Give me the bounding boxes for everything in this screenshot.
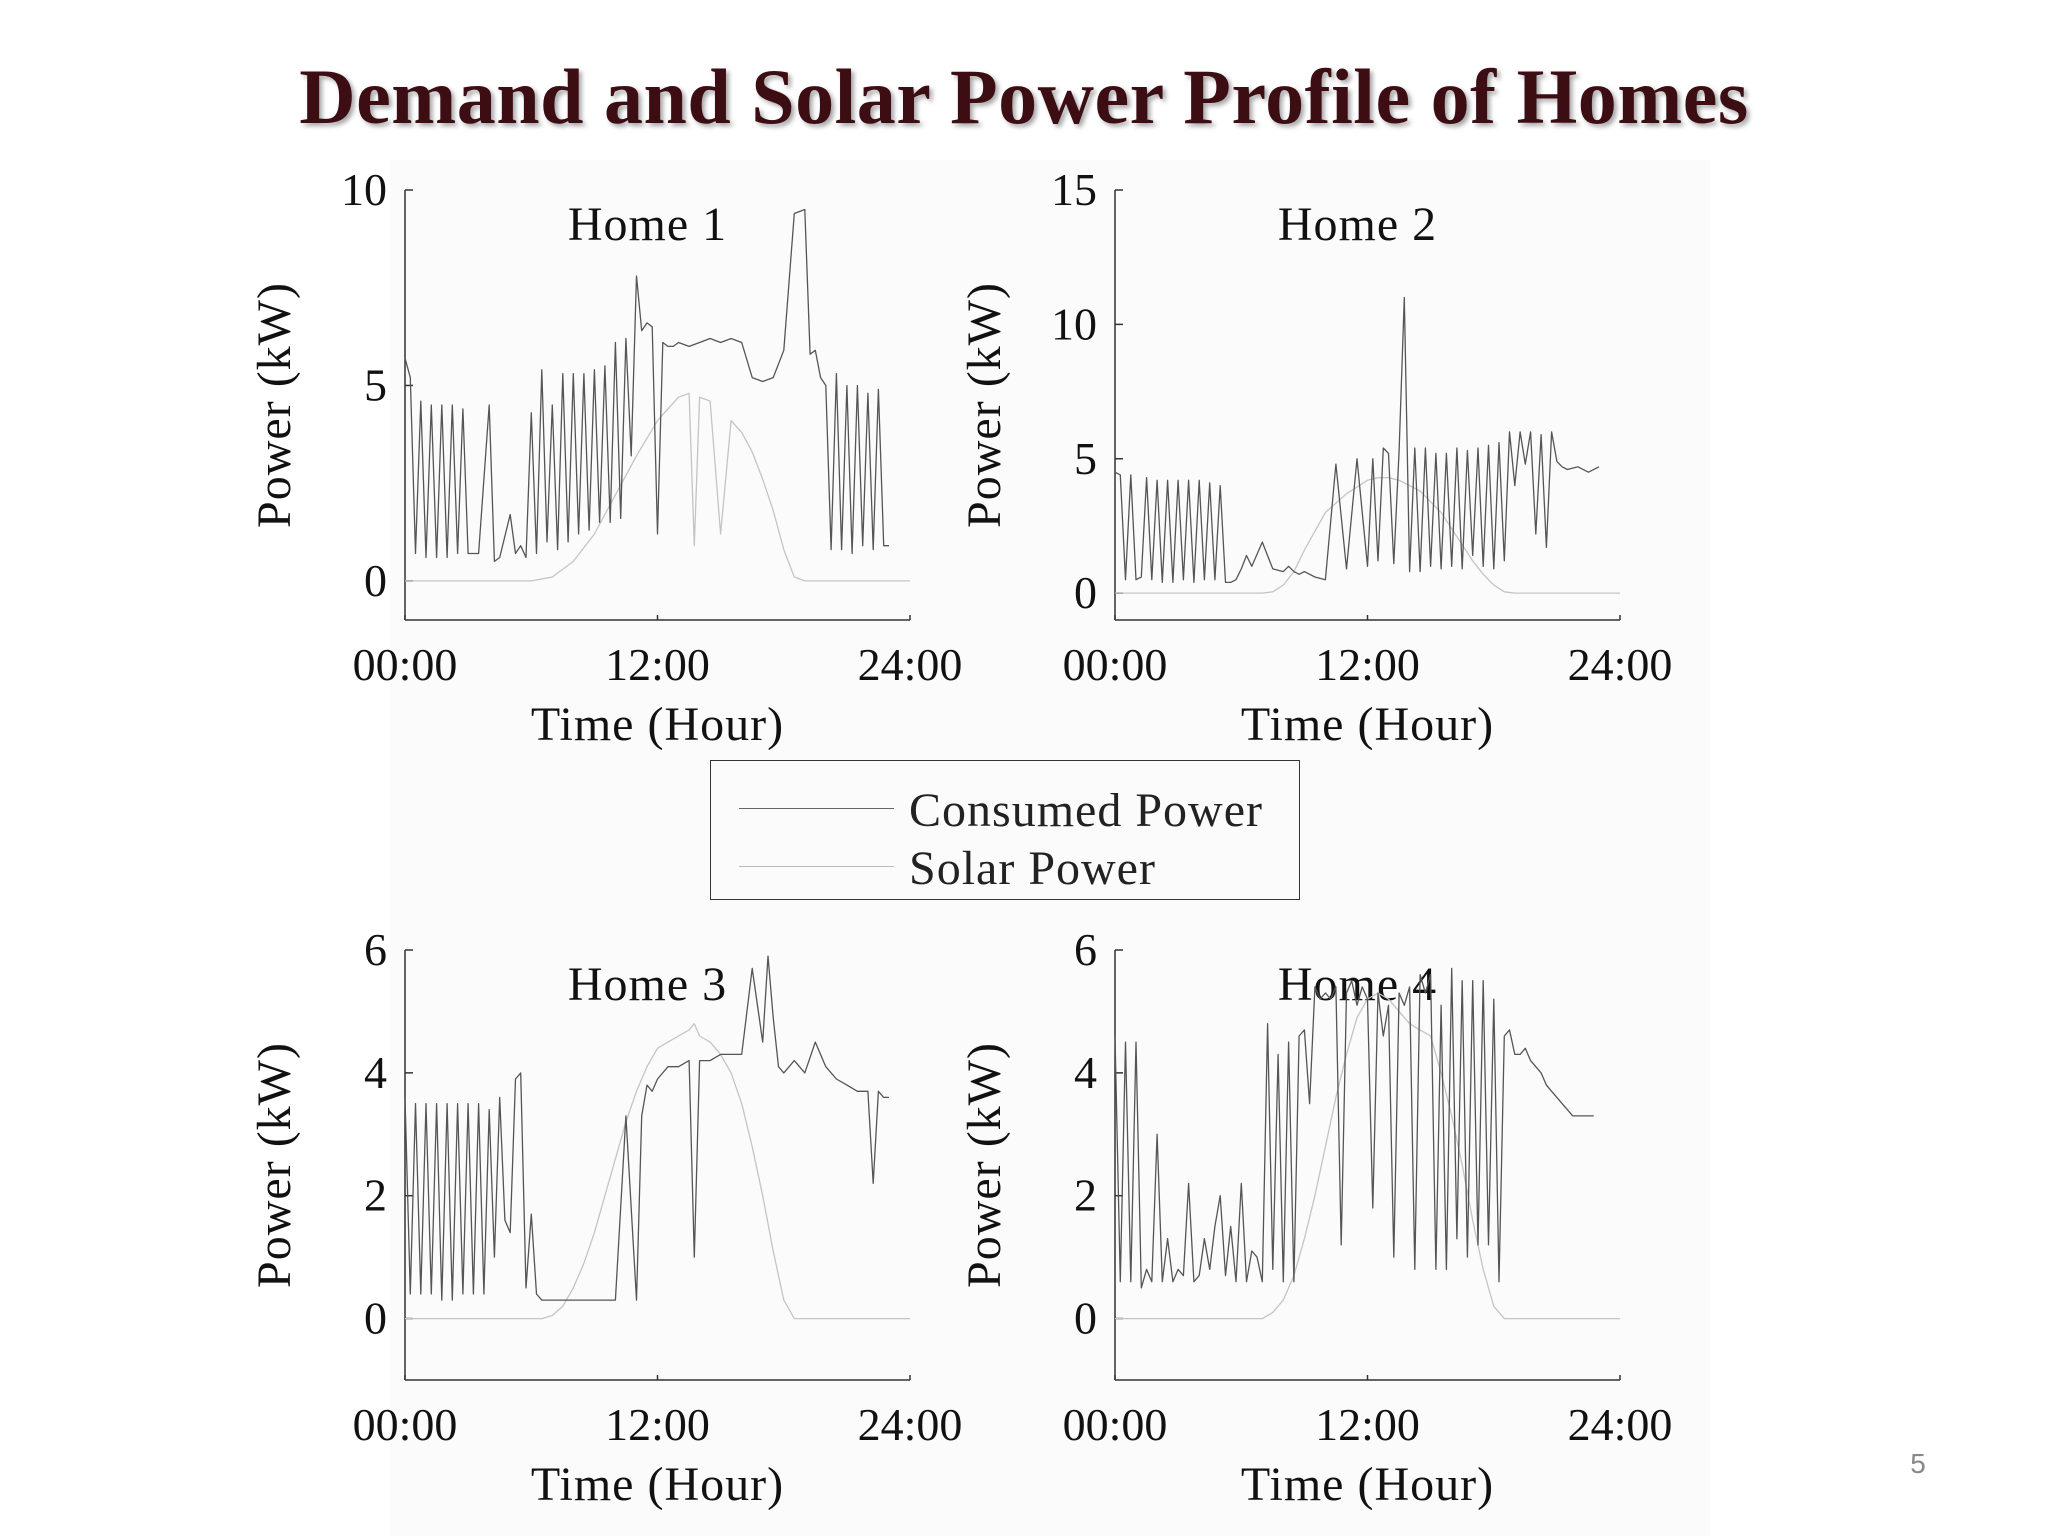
legend-item-solar: Solar Power	[739, 839, 1299, 899]
consumed-power-line	[1114, 967, 1594, 1289]
consumed-power-line	[1114, 296, 1600, 584]
slide-title: Demand and Solar Power Profile of Homes	[299, 53, 1749, 140]
y-tick-label: 5	[364, 359, 387, 410]
home-title: Home 1	[568, 198, 727, 251]
legend-label-consumed: Consumed Power	[909, 784, 1263, 837]
x-axis-label: Time (Hour)	[531, 698, 784, 751]
x-axis-label: Time (Hour)	[1241, 698, 1494, 751]
x-tick-label: 12:00	[605, 639, 710, 690]
consumed-power-line	[404, 955, 889, 1301]
consumed-power-line	[404, 208, 889, 563]
x-axis-label: Time (Hour)	[1241, 1458, 1494, 1511]
y-tick-label: 0	[1074, 1293, 1097, 1344]
x-tick-label: 24:00	[858, 639, 963, 690]
chart-home-2: 0 5 10 15 00:00 12:00 24:00 Time (Hour) Power (k…	[958, 164, 1673, 751]
x-tick-label: 00:00	[1063, 639, 1168, 690]
x-tick-label: 24:00	[858, 1399, 963, 1450]
legend-label-solar: Solar Power	[909, 842, 1156, 895]
x-tick-label: 12:00	[1315, 1399, 1420, 1450]
x-tick-label: 24:00	[1568, 1399, 1673, 1450]
home-title: Home 2	[1278, 198, 1437, 251]
y-tick-label: 0	[364, 555, 387, 606]
y-tick-label: 6	[364, 924, 387, 975]
chart-home-1: 0 5 10 00:00 12:00 24:00 Time (Hour) Power (kW)…	[248, 164, 963, 751]
solar-power-line	[405, 1023, 910, 1320]
x-tick-label: 24:00	[1568, 639, 1673, 690]
y-tick-label: 10	[341, 164, 387, 215]
y-tick-label: 4	[364, 1047, 387, 1098]
x-axis-label: Time (Hour)	[531, 1458, 784, 1511]
chart-home-3: 0 2 4 6 00:00 12:00 24:00 Time (Hour) Power (kW)…	[248, 924, 963, 1511]
y-tick-label: 0	[364, 1293, 387, 1344]
x-tick-label: 12:00	[605, 1399, 710, 1450]
x-tick-label: 00:00	[353, 639, 458, 690]
y-tick-label: 4	[1074, 1047, 1097, 1098]
x-tick-label: 00:00	[1063, 1399, 1168, 1450]
page-number: 5	[1910, 1448, 1926, 1479]
y-axis-label: Power (kW)	[248, 282, 301, 528]
y-axis-label: Power (kW)	[958, 1042, 1011, 1288]
home-title: Home 3	[568, 958, 727, 1011]
y-tick-label: 0	[1074, 567, 1097, 618]
y-tick-label: 6	[1074, 924, 1097, 975]
legend-line-consumed	[739, 808, 894, 809]
x-tick-label: 00:00	[353, 1399, 458, 1450]
solar-power-line	[1115, 992, 1620, 1320]
y-tick-label: 10	[1051, 298, 1097, 349]
x-tick-label: 12:00	[1315, 639, 1420, 690]
y-tick-label: 2	[364, 1170, 387, 1221]
solar-power-line	[405, 392, 910, 582]
legend-line-solar	[739, 866, 894, 867]
legend-item-consumed: Consumed Power	[739, 781, 1299, 841]
legend: Consumed Power Solar Power	[710, 760, 1300, 900]
y-tick-label: 15	[1051, 164, 1097, 215]
chart-home-4: 0 2 4 6 00:00 12:00 24:00 Time (Hour) Power (kW)…	[958, 924, 1673, 1511]
y-tick-label: 2	[1074, 1170, 1097, 1221]
y-tick-label: 5	[1074, 433, 1097, 484]
y-axis-label: Power (kW)	[248, 1042, 301, 1288]
y-axis-label: Power (kW)	[958, 282, 1011, 528]
